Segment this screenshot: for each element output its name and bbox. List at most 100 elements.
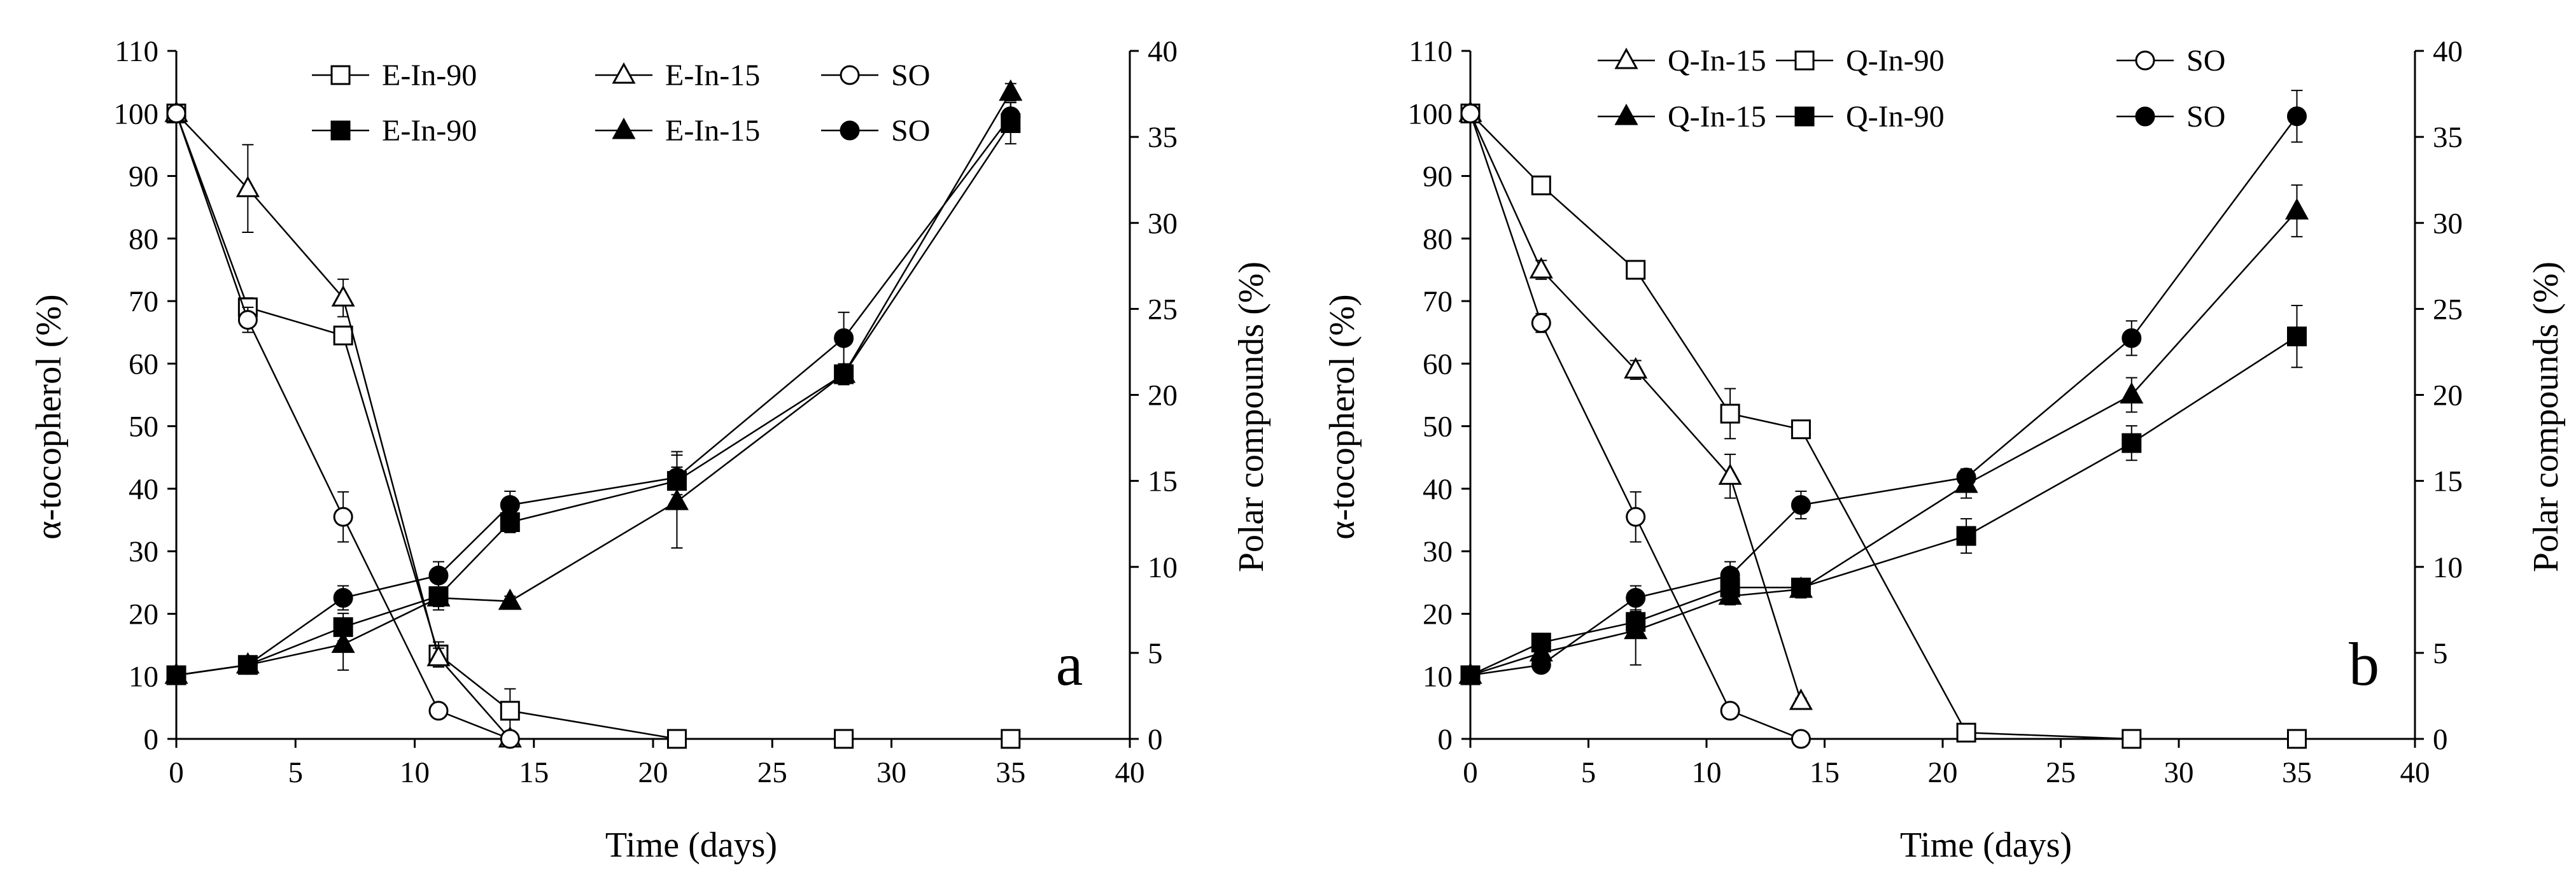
data-point xyxy=(1001,729,1021,749)
series-line xyxy=(176,115,1011,677)
legend-label: E-In-90 xyxy=(382,59,477,92)
data-point xyxy=(500,729,520,749)
right-tick-label: 10 xyxy=(2433,551,2463,584)
legend-label: SO xyxy=(891,114,930,148)
left-tick-label: 30 xyxy=(1423,535,1453,568)
data-point xyxy=(666,467,687,488)
data-point xyxy=(331,285,355,307)
data-point xyxy=(2120,382,2144,403)
data-point xyxy=(1791,419,1811,440)
series-line xyxy=(1470,113,2297,740)
legend-label: E-In-90 xyxy=(382,114,477,148)
data-point xyxy=(1626,507,1646,527)
data-point xyxy=(2122,328,2142,348)
data-point xyxy=(832,361,856,383)
data-point xyxy=(2284,198,2309,220)
legend-label: SO xyxy=(2186,100,2225,134)
right-tick-label: 25 xyxy=(1148,293,1178,326)
data-point xyxy=(237,310,258,330)
x-axis-title: Time (days) xyxy=(605,825,777,865)
legend-marker xyxy=(2135,50,2155,71)
data-point xyxy=(1531,633,1551,653)
data-point xyxy=(2287,729,2307,749)
right-tick-label: 15 xyxy=(1148,465,1178,498)
right-tick-label: 5 xyxy=(2433,637,2448,670)
data-point xyxy=(834,729,854,749)
data-point xyxy=(1460,665,1481,685)
series-line xyxy=(176,92,1011,677)
right-tick-label: 30 xyxy=(2433,207,2463,240)
legend-marker xyxy=(1794,50,1815,71)
right-tick-label: 0 xyxy=(2433,723,2448,756)
data-point xyxy=(1956,526,1976,546)
data-point xyxy=(1626,612,1646,632)
data-point xyxy=(1529,256,1553,279)
data-point xyxy=(1956,722,1976,743)
legend-marker xyxy=(1794,106,1815,127)
series-so-polar xyxy=(1460,90,2307,685)
legend-marker xyxy=(2135,106,2155,127)
data-point xyxy=(1626,587,1646,608)
left-tick-label: 30 xyxy=(129,535,158,568)
legend-marker xyxy=(840,65,860,85)
data-point xyxy=(237,655,258,675)
right-tick-label: 5 xyxy=(1148,637,1163,670)
left-tick-label: 80 xyxy=(129,223,158,256)
series-e-in-90-tocopherol xyxy=(166,103,1021,749)
legend: Q-In-15 Q-In-90 SO Q-In-15 Q-In-90 SO xyxy=(1598,44,2225,134)
series-so-tocopherol xyxy=(166,103,520,749)
data-point xyxy=(999,79,1023,101)
left-tick-label: 40 xyxy=(1423,473,1453,506)
left-tick-label: 0 xyxy=(144,723,159,756)
x-tick-label: 25 xyxy=(2046,756,2076,789)
x-tick-label: 10 xyxy=(1692,756,1722,789)
right-tick-label: 30 xyxy=(1148,207,1178,240)
data-point xyxy=(500,495,520,515)
legend-marker xyxy=(330,65,351,85)
left-tick-label: 90 xyxy=(1423,160,1453,193)
left-tick-label: 50 xyxy=(1423,410,1453,444)
series-q-in-15-polar xyxy=(1458,184,2309,684)
data-point xyxy=(1720,565,1740,586)
data-point xyxy=(1624,357,1648,379)
left-tick-label: 80 xyxy=(1423,223,1453,256)
x-tick-label: 20 xyxy=(1928,756,1958,789)
series-line xyxy=(1470,335,2298,677)
left-tick-label: 50 xyxy=(129,410,158,444)
left-tick-label: 10 xyxy=(129,661,158,694)
data-point xyxy=(333,507,353,527)
right-axis-title: Polar compounds (%) xyxy=(2526,262,2566,572)
right-tick-label: 35 xyxy=(1148,121,1178,154)
data-point xyxy=(1531,655,1551,675)
legend-marker xyxy=(840,120,860,141)
data-point xyxy=(166,665,187,685)
chart-panel-b: Time (days) α-tocopherol (%) Polar compo… xyxy=(1323,35,2566,865)
data-point xyxy=(834,328,854,348)
x-tick-label: 15 xyxy=(1810,756,1840,789)
left-tick-label: 20 xyxy=(129,598,158,631)
x-axis-title: Time (days) xyxy=(1900,825,2072,865)
series-line xyxy=(1470,115,2298,677)
left-tick-label: 100 xyxy=(114,97,159,130)
data-point xyxy=(666,729,687,749)
right-tick-label: 35 xyxy=(2433,121,2463,154)
legend: E-In-90 E-In-15 SO E-In-90 E-In-15 SO xyxy=(312,59,930,148)
data-point xyxy=(426,645,451,666)
series-so-polar xyxy=(166,102,1021,685)
legend-label: E-In-15 xyxy=(665,114,760,148)
data-point xyxy=(331,631,355,653)
right-tick-label: 20 xyxy=(2433,379,2463,412)
legend-marker xyxy=(612,117,636,139)
x-tick-label: 0 xyxy=(169,756,184,789)
x-tick-label: 40 xyxy=(1115,756,1145,789)
left-tick-label: 70 xyxy=(129,285,158,318)
left-tick-label: 60 xyxy=(129,347,158,381)
x-tick-label: 0 xyxy=(1463,756,1478,789)
right-tick-label: 15 xyxy=(2433,465,2463,498)
data-point xyxy=(500,701,520,721)
right-tick-label: 10 xyxy=(1148,551,1178,584)
left-tick-label: 60 xyxy=(1423,347,1453,381)
left-axis-title: α-tocopherol (%) xyxy=(29,294,69,539)
data-point xyxy=(1531,312,1551,333)
left-tick-label: 20 xyxy=(1423,598,1453,631)
